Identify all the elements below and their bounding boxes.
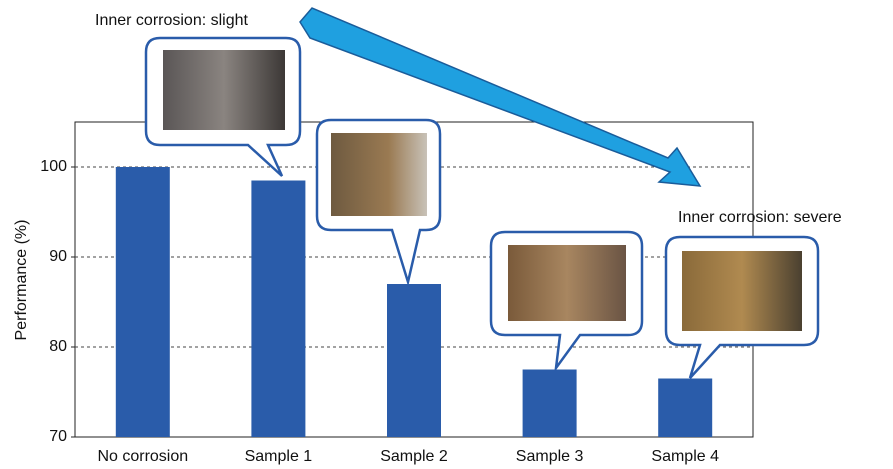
x-tick-label: No corrosion xyxy=(97,448,188,465)
chart: 70 80 90 100 No corrosion Sample 1 Sample 2 Sam… xyxy=(0,0,893,469)
bar xyxy=(116,167,170,437)
y-axis-label: Performance (%) xyxy=(13,220,30,341)
x-tick-label: Sample 1 xyxy=(245,448,313,465)
y-tick-label: 90 xyxy=(49,248,67,265)
bar xyxy=(251,181,305,438)
x-tick-label: Sample 4 xyxy=(651,448,719,465)
photo xyxy=(682,251,802,331)
photo xyxy=(331,133,427,216)
y-tick-label: 80 xyxy=(49,338,67,355)
bar xyxy=(523,370,577,438)
photo xyxy=(508,245,626,321)
photo xyxy=(163,50,285,130)
y-tick-label: 100 xyxy=(40,158,67,175)
bar xyxy=(658,379,712,438)
bar xyxy=(387,284,441,437)
y-tick-label: 70 xyxy=(49,428,67,445)
annotation: Inner corrosion: severe xyxy=(678,209,842,226)
x-tick-label: Sample 2 xyxy=(380,448,448,465)
x-tick-label: Sample 3 xyxy=(516,448,584,465)
annotation: Inner corrosion: slight xyxy=(95,12,249,29)
